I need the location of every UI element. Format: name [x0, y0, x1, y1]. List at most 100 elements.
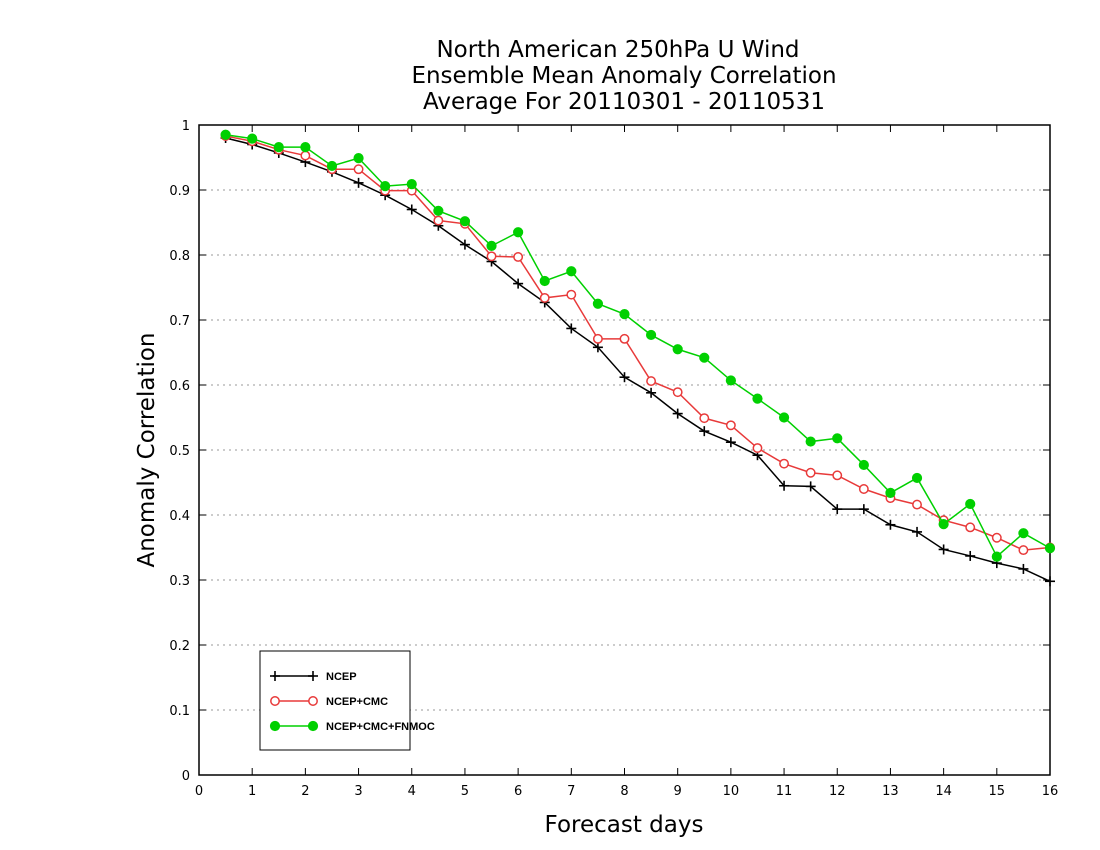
data-point: [725, 420, 736, 431]
data-point: [672, 344, 683, 355]
y-tick-label: 1: [182, 119, 190, 134]
x-tick-label: 1: [248, 784, 256, 799]
x-tick-label: 6: [514, 784, 522, 799]
data-point: [566, 289, 577, 300]
data-point: [991, 532, 1002, 543]
series-line: [225, 135, 1051, 551]
data-point: [486, 240, 497, 251]
legend-item: NCEP+CMC: [270, 696, 388, 708]
data-point: [646, 376, 657, 387]
data-point: [725, 437, 736, 448]
legend-item: NCEP: [270, 671, 357, 683]
data-point: [779, 480, 790, 491]
data-point: [270, 671, 280, 681]
data-point: [645, 329, 657, 341]
x-tick-label: 8: [620, 784, 628, 799]
data-point: [307, 720, 319, 732]
x-tick-label: 3: [354, 784, 362, 799]
y-tick-label: 0.1: [169, 704, 190, 719]
data-point: [805, 467, 816, 478]
data-point: [779, 458, 790, 469]
x-tick-label: 0: [195, 784, 203, 799]
title-line-2: Ensemble Mean Anomaly Correlation: [411, 63, 836, 89]
data-point: [1044, 543, 1056, 554]
data-point: [300, 142, 311, 153]
data-point: [406, 204, 417, 215]
x-tick-label: 2: [301, 784, 309, 799]
x-axis-label: Forecast days: [545, 812, 704, 838]
y-tick-label: 0: [182, 769, 190, 784]
data-point: [832, 433, 843, 444]
data-point: [699, 426, 710, 437]
y-tick-label: 0.8: [169, 249, 190, 264]
data-point: [699, 352, 710, 363]
y-axis-label: Anomaly Correlation: [134, 332, 160, 567]
data-point: [592, 298, 604, 309]
title-line-1: North American 250hPa U Wind: [436, 37, 799, 63]
legend-label: NCEP: [326, 671, 357, 683]
data-point: [300, 150, 311, 161]
data-point: [752, 443, 763, 453]
x-tick-label: 14: [935, 784, 952, 799]
data-point: [672, 387, 683, 398]
data-point: [858, 504, 869, 515]
y-tick-label: 0.7: [169, 314, 190, 329]
title-line-3: Average For 20110301 - 20110531: [423, 89, 825, 115]
data-point: [752, 393, 763, 404]
data-point: [247, 133, 258, 144]
data-series: [220, 129, 1056, 587]
data-point: [832, 504, 843, 515]
data-point: [805, 436, 816, 447]
data-point: [991, 551, 1002, 562]
axis-ticks: 00.10.20.30.40.50.60.70.80.910 1 2 3 4 5 6 7 8 9 1…: [169, 119, 1058, 799]
y-tick-label: 0.6: [169, 379, 190, 394]
data-point: [433, 205, 444, 216]
data-point: [912, 499, 922, 510]
data-point: [539, 275, 550, 287]
data-point: [566, 266, 577, 277]
grid-lines: [199, 189, 1050, 711]
y-tick-label: 0.5: [169, 444, 190, 459]
data-point: [885, 487, 896, 498]
series-ncep-cmc-fnmoc: [220, 129, 1056, 562]
data-point: [459, 216, 471, 227]
data-point: [513, 227, 524, 238]
data-point: [308, 671, 318, 681]
x-tick-label: 13: [882, 784, 899, 799]
data-point: [938, 519, 949, 530]
data-point: [646, 387, 657, 398]
data-point: [433, 215, 444, 226]
data-point: [1018, 545, 1029, 556]
x-tick-label: 7: [567, 784, 575, 799]
data-point: [592, 342, 603, 353]
data-point: [459, 239, 470, 250]
chart-title: North American 250hPa U Wind Ensemble Me…: [411, 37, 836, 115]
data-point: [1018, 563, 1029, 574]
data-point: [308, 696, 318, 706]
data-point: [858, 484, 869, 494]
series-line: [225, 137, 1051, 582]
x-tick-label: 16: [1042, 784, 1059, 799]
data-point: [965, 522, 976, 533]
y-tick-label: 0.2: [169, 639, 190, 654]
x-tick-label: 12: [829, 784, 846, 799]
legend-label: NCEP+CMC: [326, 696, 388, 708]
data-point: [805, 481, 816, 492]
data-point: [1045, 576, 1055, 587]
x-tick-label: 11: [776, 784, 793, 799]
data-point: [353, 177, 364, 188]
data-point: [912, 526, 923, 537]
data-point: [858, 459, 869, 471]
data-point: [672, 408, 683, 419]
data-point: [513, 278, 524, 289]
x-tick-label: 9: [674, 784, 682, 799]
data-point: [326, 160, 338, 172]
data-point: [938, 544, 949, 555]
data-point: [965, 550, 976, 561]
y-tick-label: 0.9: [169, 184, 190, 199]
data-point: [1018, 528, 1029, 539]
data-point: [885, 519, 896, 530]
data-point: [353, 164, 364, 175]
legend-label: NCEP+CMC+FNMOC: [326, 721, 435, 733]
